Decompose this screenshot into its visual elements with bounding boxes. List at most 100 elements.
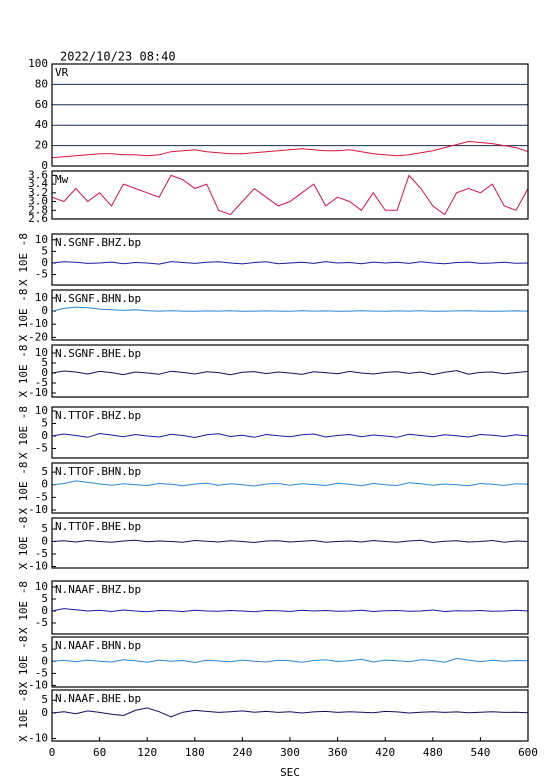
y-tick-label: 3.4	[28, 177, 48, 190]
trace	[51, 707, 529, 718]
panel-title: N.SGNF.BHZ.bp	[55, 236, 141, 249]
y-axis-label: X 10E -8	[17, 636, 30, 689]
y-axis-label: X 10E -8	[17, 289, 30, 342]
y-tick-label: 3.0	[28, 195, 48, 208]
y-tick-label: -5	[35, 547, 48, 560]
y-tick-label: 10	[35, 346, 48, 359]
y-tick-label: 10	[35, 404, 48, 417]
y-tick-label: 5	[41, 592, 48, 605]
x-tick-label: 0	[49, 746, 56, 759]
panel-frame	[51, 289, 529, 341]
x-axis-label: SEC	[280, 766, 300, 779]
panel-frame	[51, 462, 529, 514]
y-tick-label: -10	[28, 560, 48, 573]
y-tick-label: 10	[35, 291, 48, 304]
x-tick-label: 180	[185, 746, 205, 759]
trace	[51, 370, 529, 376]
y-tick-label: 0	[41, 159, 48, 172]
y-tick-label: 5	[41, 465, 48, 478]
y-tick-label: -5	[35, 268, 48, 281]
panel-title: N.TTOF.BHE.bp	[55, 520, 141, 533]
y-axis-label: X 10E -8	[17, 517, 30, 570]
panel-title: N.TTOF.BHN.bp	[55, 465, 141, 478]
y-tick-label: 2.8	[28, 203, 48, 216]
y-tick-label: -10	[28, 386, 48, 399]
y-tick-label: 0	[41, 366, 48, 379]
panel-title: N.NAAF.BHN.bp	[55, 639, 141, 652]
y-tick-label: 10	[35, 233, 48, 246]
y-tick-label: -20	[28, 330, 48, 343]
y-tick-label: 0	[41, 256, 48, 269]
x-tick-label: 600	[518, 746, 538, 759]
x-tick-label: 540	[470, 746, 490, 759]
y-tick-label: 2.6	[28, 212, 48, 225]
panel-title: N.SGNF.BHN.bp	[55, 292, 141, 305]
y-tick-label: -10	[28, 731, 48, 744]
y-tick-label: 20	[35, 139, 48, 152]
y-axis-label: X 10E -8	[17, 581, 30, 634]
x-tick-label: 420	[375, 746, 395, 759]
x-tick-label: 120	[137, 746, 157, 759]
y-tick-label: -10	[28, 503, 48, 516]
y-axis-label: X 10E -8	[17, 462, 30, 515]
y-tick-label: 80	[35, 77, 48, 90]
trace	[51, 174, 529, 216]
y-axis-label: X 10E -8	[17, 233, 30, 286]
y-tick-label: -5	[35, 666, 48, 679]
trace	[51, 261, 529, 265]
x-tick-label: 240	[232, 746, 252, 759]
y-axis-label: X 10E -8	[17, 689, 30, 742]
y-tick-label: 0	[41, 478, 48, 491]
y-tick-label: 0	[41, 654, 48, 667]
trace	[51, 657, 529, 664]
trace	[51, 480, 529, 487]
y-tick-label: -5	[35, 442, 48, 455]
trace	[51, 432, 529, 439]
panel-frame	[51, 170, 529, 220]
panel-title: N.SGNF.BHE.bp	[55, 347, 141, 360]
y-tick-label: 5	[41, 693, 48, 706]
trace	[51, 140, 529, 159]
trace	[51, 608, 529, 613]
y-tick-label: 0	[41, 535, 48, 548]
y-tick-label: -5	[35, 376, 48, 389]
y-tick-label: 0	[41, 304, 48, 317]
y-tick-label: 100	[28, 57, 48, 70]
y-tick-label: 10	[35, 580, 48, 593]
y-tick-label: 0	[41, 604, 48, 617]
panel-title: VR	[55, 66, 69, 79]
panel-frame	[51, 233, 529, 286]
panel-title: N.NAAF.BHZ.bp	[55, 583, 141, 596]
panel-title: N.TTOF.BHZ.bp	[55, 409, 141, 422]
y-tick-label: 5	[41, 244, 48, 257]
y-tick-label: -10	[28, 317, 48, 330]
y-tick-label: 40	[35, 118, 48, 131]
y-tick-label: 0	[41, 706, 48, 719]
y-tick-label: 5	[41, 417, 48, 430]
panel-title: Mw	[55, 173, 69, 186]
y-tick-label: 5	[41, 642, 48, 655]
y-tick-label: -10	[28, 679, 48, 692]
header-time: 2022/10/23 08:40	[60, 50, 176, 64]
panel-frame	[51, 406, 529, 459]
y-tick-label: 5	[41, 522, 48, 535]
panel-frame	[51, 517, 529, 569]
y-tick-label: 5	[41, 356, 48, 369]
x-tick-label: 360	[328, 746, 348, 759]
y-tick-label: 60	[35, 98, 48, 111]
panel-frame	[51, 344, 529, 398]
panel-title: N.NAAF.BHE.bp	[55, 692, 141, 705]
y-axis-label: X 10E -8	[17, 406, 30, 459]
x-tick-label: 300	[280, 746, 300, 759]
y-tick-label: -5	[35, 616, 48, 629]
y-tick-label: 3.2	[28, 186, 48, 199]
trace	[51, 539, 529, 544]
x-tick-label: 480	[423, 746, 443, 759]
y-tick-label: -5	[35, 490, 48, 503]
y-tick-label: 3.6	[28, 168, 48, 181]
trace	[51, 306, 529, 312]
y-axis-label: X 10E -8	[17, 345, 30, 398]
x-tick-label: 60	[93, 746, 106, 759]
y-tick-label: 0	[41, 429, 48, 442]
